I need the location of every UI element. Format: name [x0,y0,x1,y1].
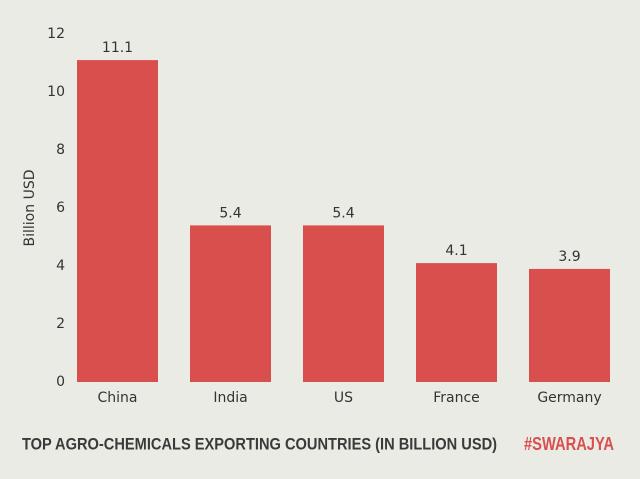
x-tick-label: India [213,390,247,406]
y-tick-label: 8 [56,142,65,158]
bar [77,60,158,382]
bar [416,263,497,382]
bar [529,268,610,382]
y-tick-label: 6 [56,200,65,216]
brand: #SWARAJYA [524,434,614,454]
y-axis-label: Billion USD [22,170,38,247]
x-tick-label: China [98,390,138,406]
value-label: 5.4 [219,205,241,221]
x-tick-label: US [334,390,353,406]
y-tick-label: 2 [56,316,65,332]
bar [303,225,384,382]
value-label: 5.4 [332,205,354,221]
value-label: 4.1 [445,243,467,259]
y-tick-label: 0 [56,374,65,390]
bar [190,225,271,382]
chart-title: TOP AGRO-CHEMICALS EXPORTING COUNTRIES (… [22,434,497,453]
y-tick-label: 10 [47,84,65,100]
value-label: 11.1 [102,40,133,56]
y-tick-label: 12 [47,26,65,42]
x-tick-label: France [433,390,480,406]
x-tick-label: Germany [537,390,601,406]
value-label: 3.9 [558,249,580,265]
y-tick-label: 4 [56,258,65,274]
